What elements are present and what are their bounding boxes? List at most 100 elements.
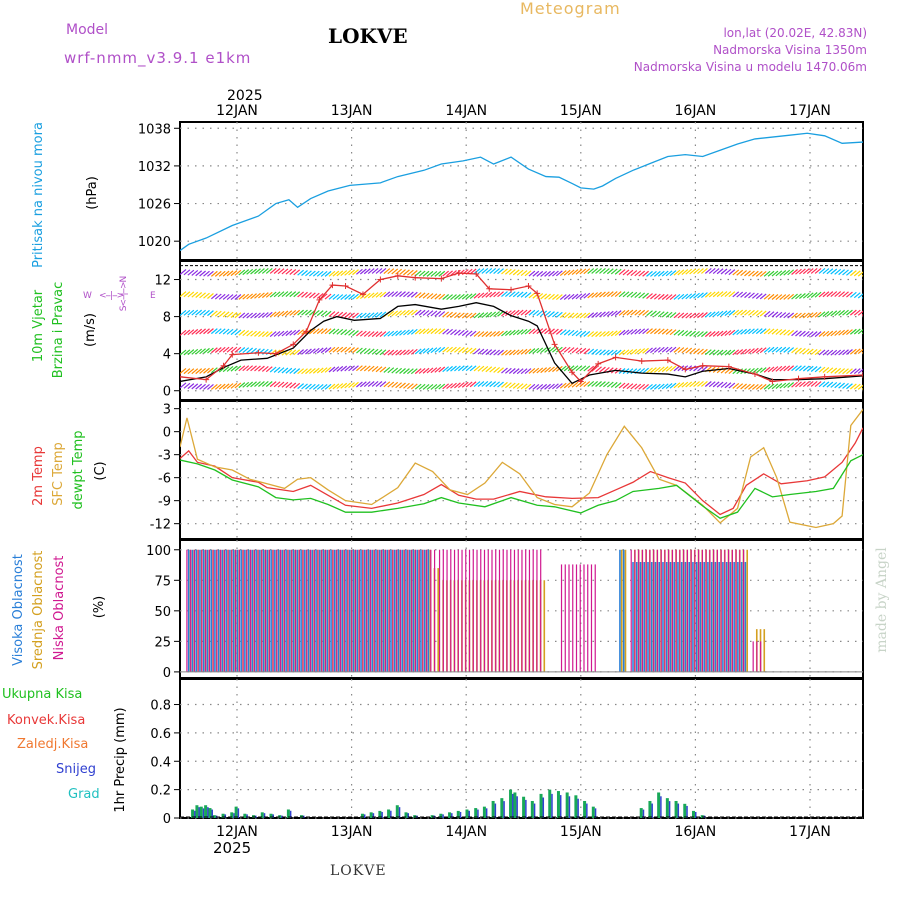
precip-bar [509, 789, 513, 818]
wind-barb [501, 349, 508, 356]
wind-barb [552, 366, 559, 373]
wind-barb [536, 347, 544, 354]
wind-barb [751, 270, 759, 277]
wind-legend-arrows: <--|--> [99, 291, 124, 301]
wind-barb [689, 312, 697, 319]
wind-barb [548, 366, 555, 373]
wind-barb [591, 267, 599, 274]
wind-barb [838, 349, 845, 356]
wind-barb [802, 292, 810, 299]
wind-barb [771, 294, 779, 300]
wind-barb [332, 270, 340, 277]
wind-barb [552, 294, 559, 300]
wind-barb [332, 311, 340, 318]
wind-barb [579, 381, 587, 388]
wind-barb [587, 381, 595, 387]
gust-marker [303, 328, 310, 335]
wind-barb [540, 328, 548, 335]
wind-barb [818, 311, 826, 318]
y-tick-label: 1020 [138, 235, 171, 250]
wind-barb [791, 293, 798, 300]
precip-bar [378, 810, 382, 818]
wind-barb [261, 292, 269, 299]
wind-barb [704, 267, 712, 274]
wind-barb [571, 269, 579, 276]
wind-barb [791, 381, 798, 388]
wind-barb [599, 267, 606, 274]
wind-barb [536, 270, 544, 277]
precip-bar [674, 800, 678, 818]
wind-barb [191, 291, 199, 298]
wind-barb [740, 328, 747, 335]
temperature-panel: 3 0 -3 -6 -9 -12 [150, 400, 864, 540]
wind-barb [838, 269, 845, 276]
wind-barb [281, 381, 289, 388]
precip-bar [448, 812, 452, 818]
wind-barb [826, 330, 834, 337]
wind-barb [399, 382, 406, 389]
wind-barb [787, 347, 795, 354]
wind-barb [579, 268, 587, 275]
wind-barb [630, 383, 638, 390]
wind-barb [853, 270, 861, 277]
wind-barb [830, 310, 838, 317]
wind-barb [277, 381, 285, 388]
wind-barb [775, 294, 783, 301]
gust-marker [377, 276, 384, 283]
wind-barb [238, 365, 246, 372]
wind-barb [520, 328, 528, 335]
wind-barb [367, 348, 375, 355]
wind-barb [599, 331, 606, 337]
wind-barb [328, 366, 336, 373]
wind-barb [340, 382, 348, 389]
wind-barb [289, 329, 297, 336]
y-tick-label: -3 [158, 449, 171, 464]
wind-barb [340, 329, 348, 336]
wind-barb [434, 366, 442, 373]
wind-barb [771, 383, 779, 390]
wind-barb [779, 329, 787, 336]
wind-barb [265, 381, 273, 387]
precip-conv-bar [194, 810, 196, 818]
wind-barb [324, 328, 332, 335]
wind-barb [387, 381, 395, 388]
wind-barb [646, 367, 653, 374]
wind-barb [242, 312, 250, 319]
plot-area [180, 549, 863, 673]
wind-barb [583, 312, 591, 319]
wind-barb [755, 347, 763, 354]
wind-barb [559, 312, 567, 319]
wind-barb [720, 349, 728, 356]
wind-barb [724, 268, 732, 275]
wind-barb [571, 330, 579, 337]
wind-barb [528, 367, 536, 374]
wind-barb [614, 382, 622, 389]
wind-barb [552, 311, 559, 318]
bottom-day-label: 17JAN [789, 824, 831, 840]
wind-barb [775, 328, 783, 335]
wind-barb [548, 328, 555, 335]
wind-barb [477, 348, 485, 355]
wind-barb [442, 270, 450, 277]
wind-barb [293, 349, 301, 356]
wind-barb [657, 383, 665, 390]
wind-barb [418, 348, 426, 355]
wind-barb [799, 293, 806, 299]
wind-barb [320, 310, 328, 317]
precip-conv-bar [533, 803, 536, 818]
wind-barb [450, 365, 457, 372]
wind-barb [501, 310, 508, 317]
wind-barb [258, 312, 265, 319]
wind-barb [834, 330, 842, 336]
precip-bar [191, 809, 195, 818]
gust-marker [751, 371, 758, 378]
wind-barb [744, 383, 751, 390]
wind-barb [669, 270, 677, 276]
wind-barb [834, 349, 842, 356]
wind-barb [748, 328, 755, 335]
y-tick-label: -9 [158, 495, 171, 510]
wind-barb [461, 312, 469, 319]
wind-barb [575, 365, 583, 372]
wind-barb [242, 293, 250, 300]
wind-barb [352, 293, 359, 300]
